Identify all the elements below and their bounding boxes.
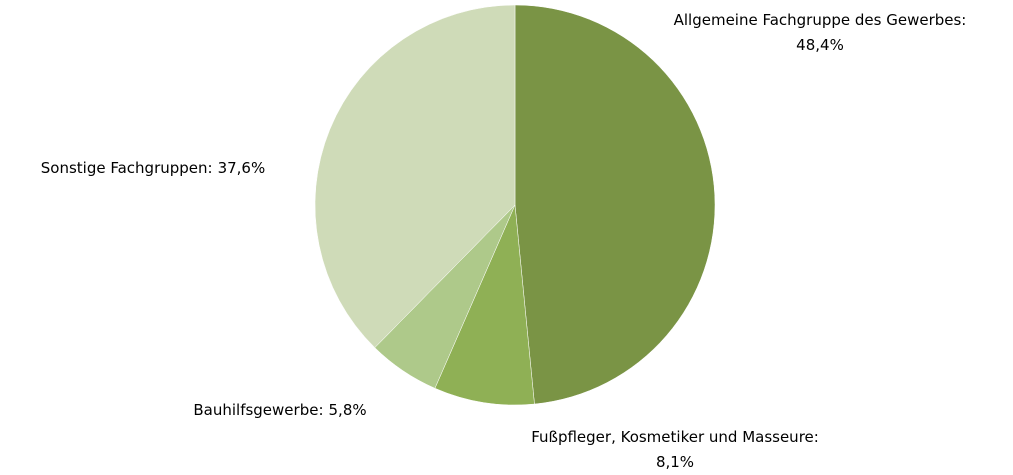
data-label: Allgemeine Fachgruppe des Gewerbes: 48,4%	[674, 11, 967, 54]
label-value: 48,4%	[796, 36, 844, 54]
pie-slice	[314, 4, 516, 348]
data-label: Bauhilfsgewerbe: 5,8%	[193, 401, 366, 419]
label-category: Bauhilfsgewerbe:	[193, 401, 323, 419]
label-value: 37,6%	[218, 159, 266, 177]
data-label: Fußpfleger, Kosmetiker und Masseure: 8,1%	[531, 428, 819, 471]
data-label: Sonstige Fachgruppen: 37,6%	[41, 159, 265, 177]
label-value: 8,1%	[656, 453, 694, 471]
pie-slice	[514, 4, 716, 405]
label-value: 5,8%	[329, 401, 367, 419]
label-category: Fußpfleger, Kosmetiker und Masseure:	[531, 428, 819, 446]
pie-slice	[434, 204, 535, 406]
label-category: Allgemeine Fachgruppe des Gewerbes:	[674, 11, 967, 29]
label-category: Sonstige Fachgruppen:	[41, 159, 213, 177]
